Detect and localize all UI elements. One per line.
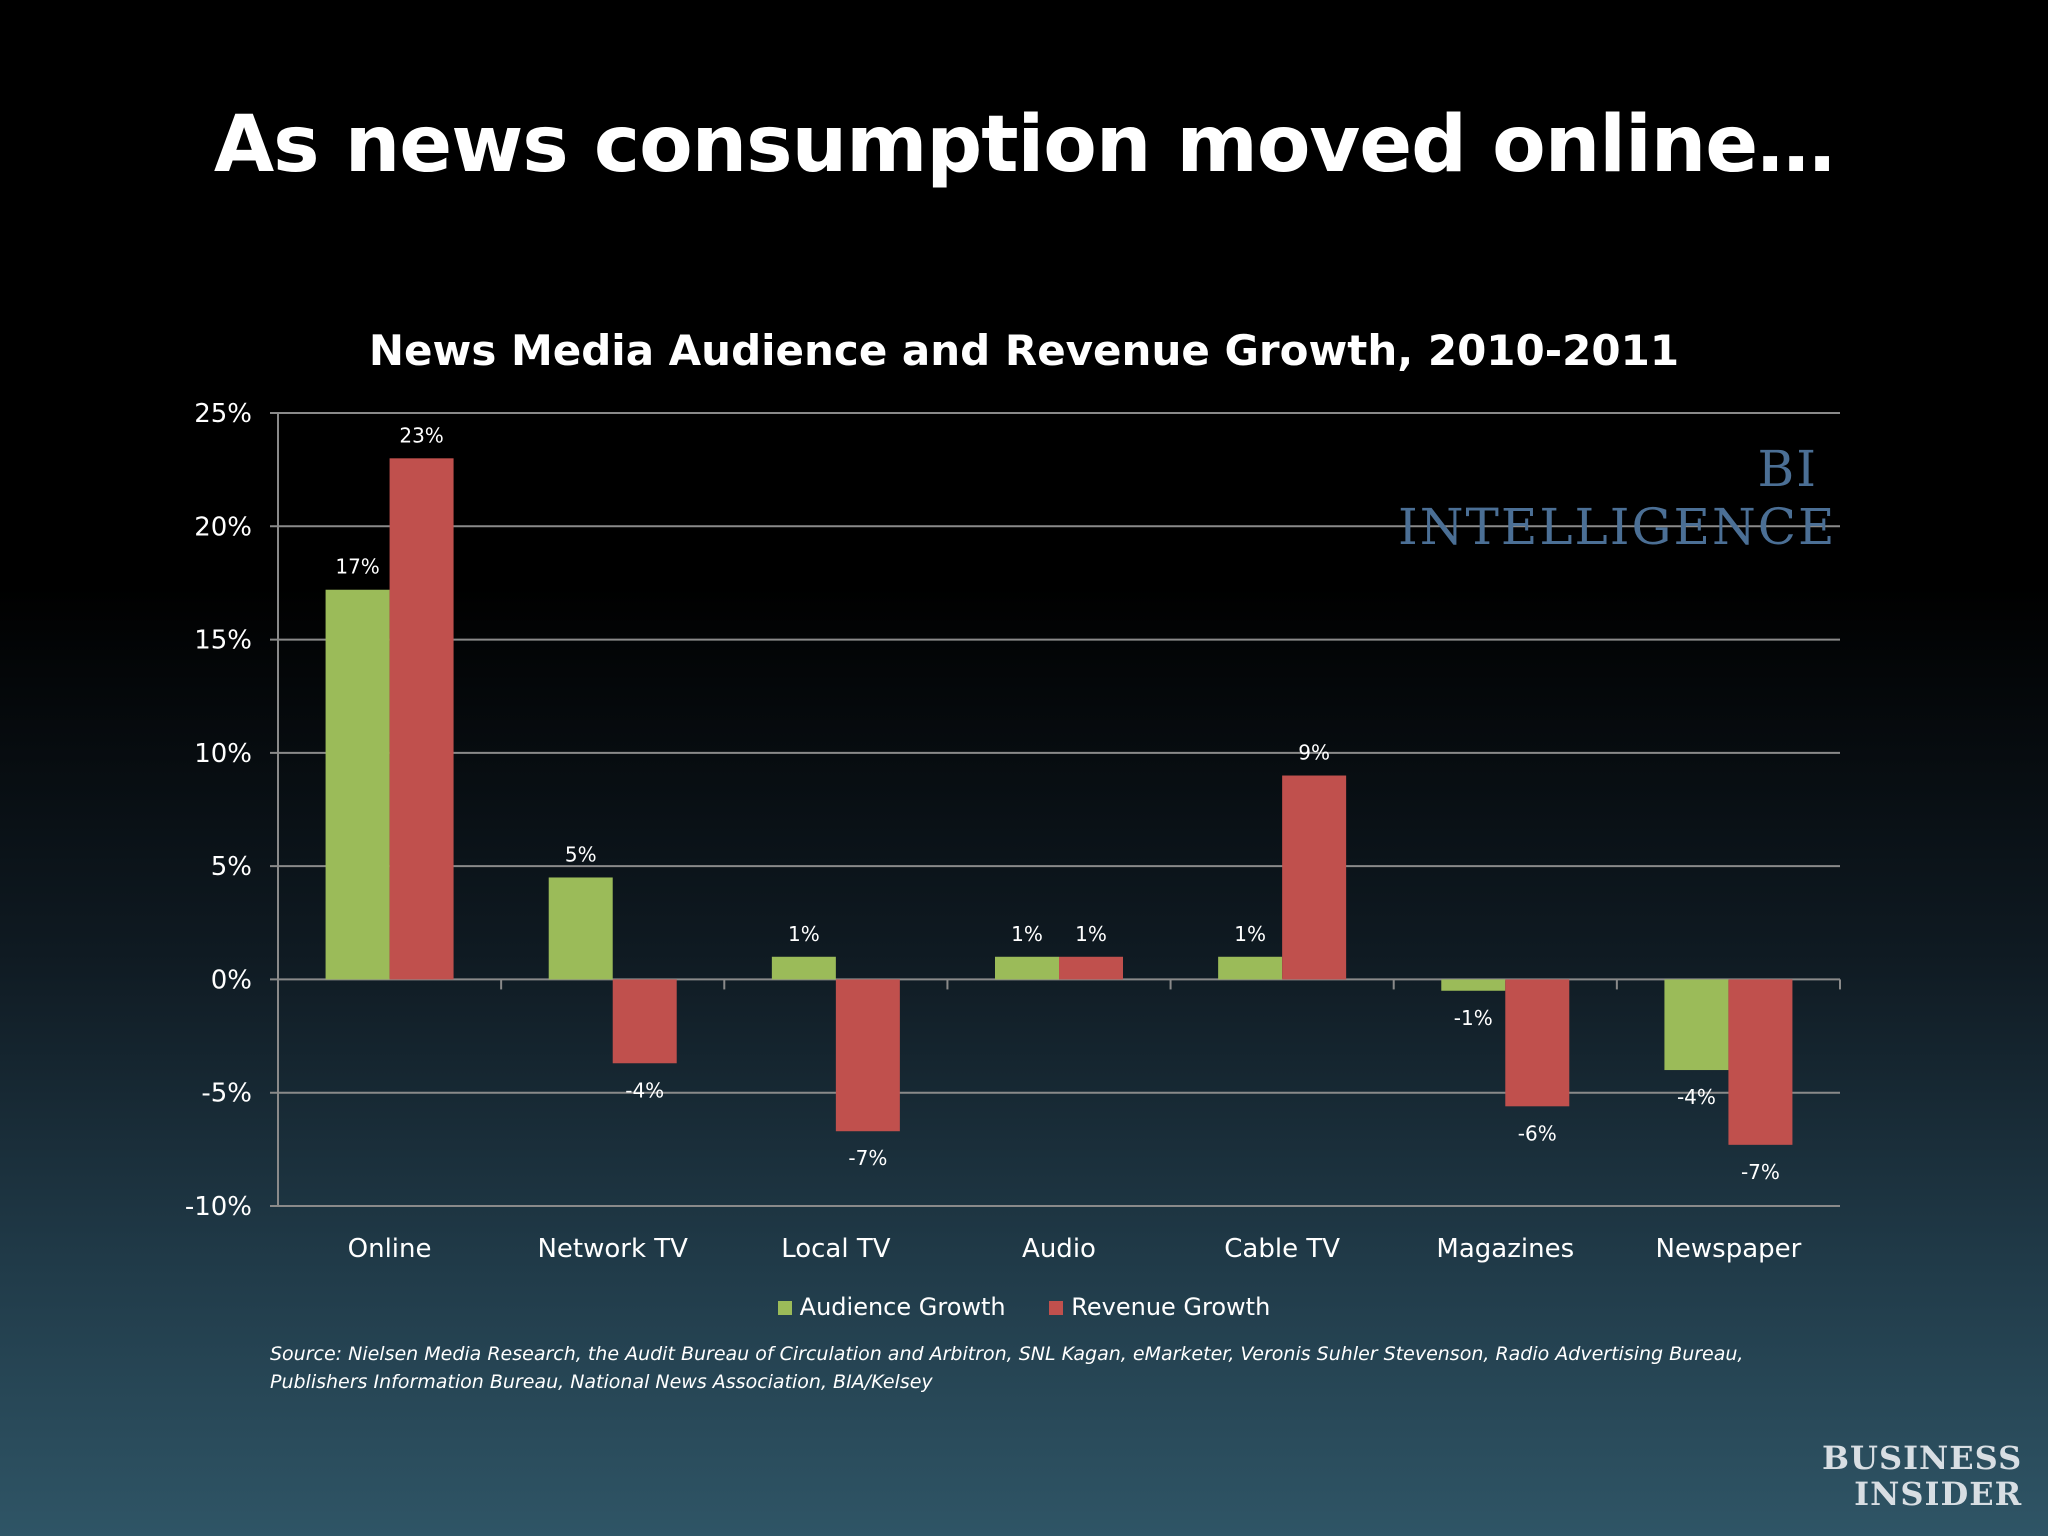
bar-audience <box>1441 979 1506 991</box>
data-label: 9% <box>1298 741 1330 765</box>
bar-revenue <box>389 458 454 980</box>
bar-audience <box>1218 956 1283 980</box>
data-label: 1% <box>788 922 820 946</box>
bar-revenue <box>1505 979 1570 1107</box>
bar-audience <box>548 877 613 980</box>
data-label: -7% <box>1741 1160 1780 1184</box>
business-insider-logo: BUSINESS INSIDER <box>1822 1440 2022 1512</box>
slide-title: As news consumption moved online… <box>213 100 1835 190</box>
data-label: 23% <box>399 423 443 447</box>
x-category-label: Network TV <box>537 1234 688 1264</box>
x-category-label: Newspaper <box>1655 1234 1801 1264</box>
legend-item-audience: Audience Growth <box>777 1293 1006 1321</box>
x-category-label: Audio <box>1022 1234 1096 1264</box>
data-label: -6% <box>1518 1121 1557 1145</box>
data-label: -1% <box>1454 1006 1493 1030</box>
bar-audience <box>325 589 390 980</box>
source-note: Source: Nielsen Media Research, the Audi… <box>270 1343 1744 1393</box>
y-tick-label: 25% <box>194 399 252 429</box>
data-label: 1% <box>1011 922 1043 946</box>
logo-line-2: INSIDER <box>1854 1475 2023 1513</box>
chart-title: News Media Audience and Revenue Growth, … <box>368 326 1680 375</box>
chart-legend: Audience Growth Revenue Growth <box>0 1293 2048 1321</box>
bar-chart: 25% 20% 15% 10% 5% 0% -5% -10% 17% 23% Online 5% -4%… <box>185 399 1841 1264</box>
legend-swatch-revenue <box>1049 1301 1064 1315</box>
y-tick-label: 0% <box>211 965 252 995</box>
data-label: 1% <box>1075 922 1107 946</box>
bi-intelligence-watermark: BI INTELLIGENCE <box>1398 440 1837 556</box>
logo-line-1: BUSINESS <box>1822 1439 2023 1477</box>
legend-label-audience: Audience Growth <box>799 1293 1006 1321</box>
data-label: -4% <box>625 1078 664 1102</box>
y-tick-label: -10% <box>185 1192 252 1222</box>
data-label: 5% <box>565 842 597 866</box>
y-tick-label: -5% <box>201 1079 252 1109</box>
bar-audience <box>1664 979 1729 1071</box>
bar-revenue <box>835 979 900 1132</box>
data-label: 1% <box>1234 922 1266 946</box>
bar-revenue <box>1282 775 1347 980</box>
data-label: 17% <box>335 555 379 579</box>
data-label: -7% <box>848 1146 887 1170</box>
bar-revenue <box>1059 956 1123 980</box>
y-tick-label: 15% <box>194 626 252 656</box>
legend-item-revenue: Revenue Growth <box>1049 1293 1270 1321</box>
legend-swatch-audience <box>777 1301 792 1315</box>
x-category-label: Online <box>348 1234 432 1264</box>
bar-revenue <box>612 979 677 1064</box>
y-tick-label: 20% <box>194 512 252 542</box>
bar-revenue <box>1728 979 1793 1145</box>
y-tick-label: 10% <box>194 739 252 769</box>
y-tick-label: 5% <box>211 852 252 882</box>
x-category-label: Cable TV <box>1224 1234 1340 1264</box>
data-label: -4% <box>1677 1085 1716 1109</box>
bar-audience <box>771 956 836 980</box>
legend-label-revenue: Revenue Growth <box>1071 1293 1271 1321</box>
bar-audience <box>995 956 1059 980</box>
x-category-label: Magazines <box>1436 1234 1574 1264</box>
x-category-label: Local TV <box>781 1234 891 1264</box>
